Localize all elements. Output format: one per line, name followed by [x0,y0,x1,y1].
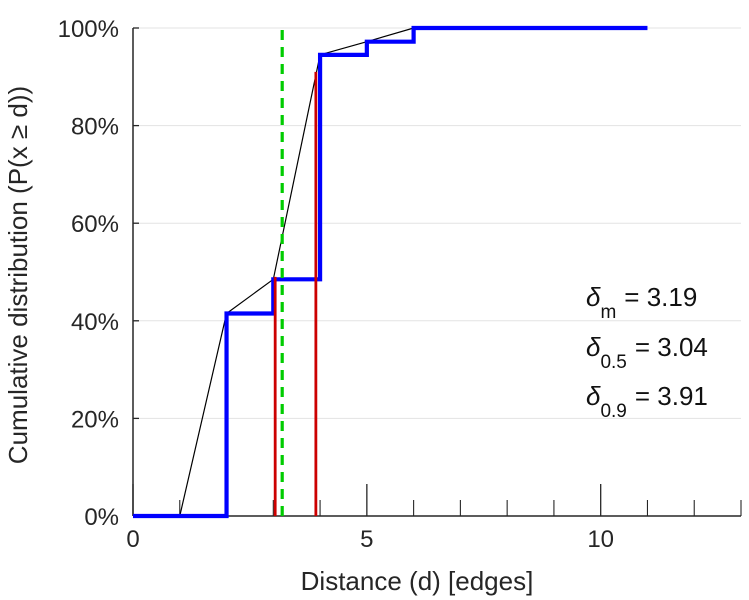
annotation-symbol-1: δ [586,332,601,362]
y-tick-label-3: 60% [71,211,119,238]
x-axis-label: Distance (d) [edges] [301,566,534,596]
annotation-2: δ0.9 = 3.91 [586,381,708,422]
annotation-subscript-2: 0.9 [600,401,626,422]
annotation-1: δ0.5 = 3.04 [586,332,708,373]
y-tick-label-2: 40% [71,309,119,336]
x-tick-label-1: 5 [360,526,373,553]
y-tick-label-0: 0% [84,504,119,531]
annotation-0: δm = 3.19 [586,282,697,323]
series-layer [133,25,648,519]
y-tick-label-4: 80% [71,114,119,141]
annotation-value-2: = 3.91 [635,381,708,411]
y-tick-label-5: 100% [58,16,119,43]
y-tick-label-1: 20% [71,406,119,433]
annotation-subscript-0: m [600,302,616,323]
annotation-value-1: = 3.04 [635,332,708,362]
x-tick-label-2: 10 [587,526,614,553]
grid-layer [133,27,741,517]
y-axis-label: Cumulative distribution (P(x ≥ d)) [3,86,33,464]
annotation-value-0: = 3.19 [624,282,697,312]
axis-layer: 0 5 100%20%40%60%80%100% [58,16,742,553]
annotation-symbol-2: δ [586,381,601,411]
annotation-symbol-0: δ [586,282,601,312]
annotation-subscript-1: 0.5 [600,352,626,373]
x-tick-label-0: 0 [126,526,139,553]
step-cdf-line [133,25,648,519]
